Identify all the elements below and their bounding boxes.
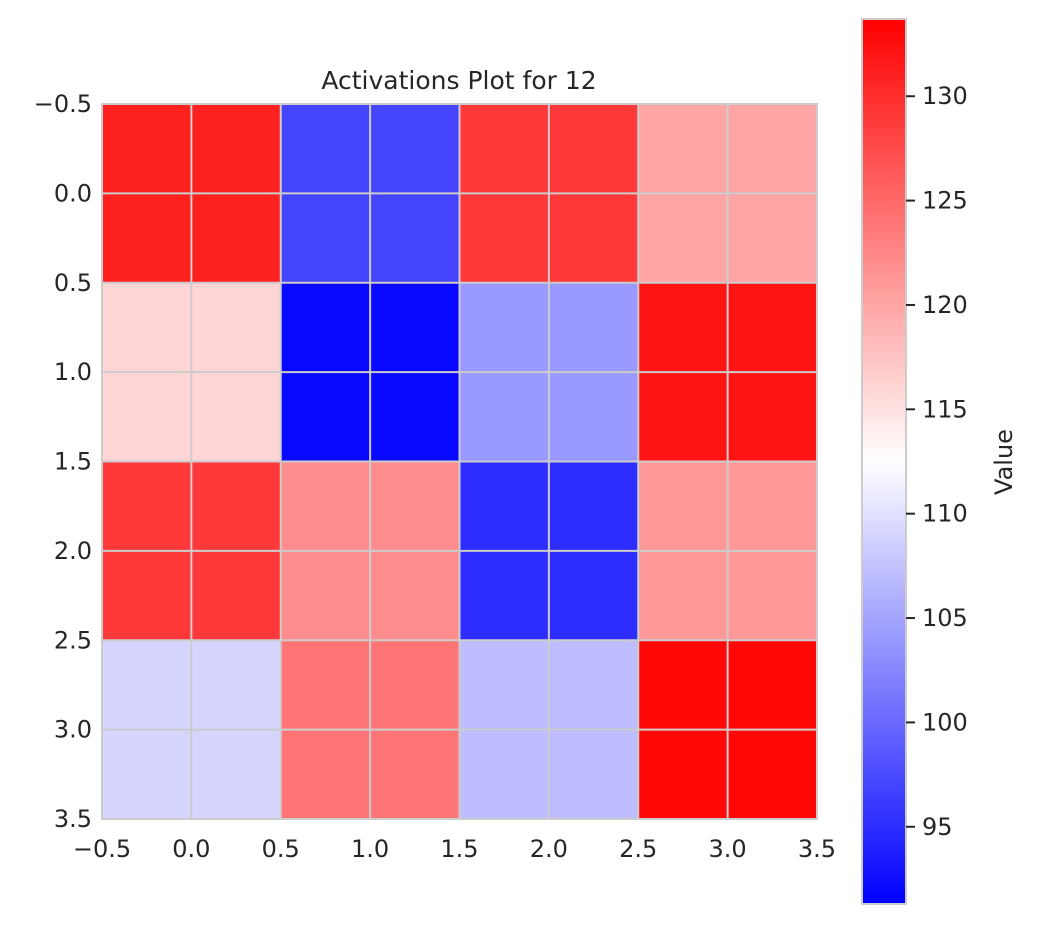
x-tick-label: 0.5 bbox=[262, 835, 300, 863]
colorbar bbox=[861, 18, 907, 905]
y-tick-label: 3.0 bbox=[54, 716, 92, 744]
colorbar-tick-label: 125 bbox=[922, 187, 968, 215]
y-axis-ticks: −0.5 0.0 0.5 1.0 1.5 2.0 2.5 3.0 3.5 bbox=[34, 90, 92, 833]
x-tick-label: 1.5 bbox=[440, 835, 478, 863]
colorbar-label: Value bbox=[990, 429, 1018, 495]
y-tick-label: 3.5 bbox=[54, 805, 92, 833]
plot-frame bbox=[101, 103, 818, 820]
x-axis-ticks: −0.5 0.0 0.5 1.0 1.5 2.0 2.5 3.0 3.5 bbox=[73, 835, 836, 863]
y-tick-label: 1.0 bbox=[54, 358, 92, 386]
x-tick-label: 0.0 bbox=[172, 835, 210, 863]
colorbar-tick-label: 120 bbox=[922, 291, 968, 319]
x-tick-label: 2.0 bbox=[530, 835, 568, 863]
x-tick-label: 3.0 bbox=[709, 835, 747, 863]
chart-title: Activations Plot for 12 bbox=[321, 66, 596, 95]
x-tick-label: 1.0 bbox=[351, 835, 389, 863]
y-tick-label: 2.5 bbox=[54, 626, 92, 654]
colorbar-tick-label: 95 bbox=[922, 813, 953, 841]
y-tick-label: 0.5 bbox=[54, 269, 92, 297]
y-tick-label: −0.5 bbox=[34, 90, 92, 118]
colorbar-tick-label: 105 bbox=[922, 604, 968, 632]
y-tick-label: 2.0 bbox=[54, 537, 92, 565]
y-tick-label: 0.0 bbox=[54, 179, 92, 207]
x-tick-label: −0.5 bbox=[73, 835, 131, 863]
colorbar-tick-label: 115 bbox=[922, 395, 968, 423]
colorbar-tick-label: 100 bbox=[922, 708, 968, 736]
colorbar-ticks: 95 100 105 110 115 120 125 130 bbox=[906, 82, 968, 841]
colorbar-tick-label: 130 bbox=[922, 82, 968, 110]
x-tick-label: 3.5 bbox=[798, 835, 836, 863]
colorbar-tick-label: 110 bbox=[922, 500, 968, 528]
y-tick-label: 1.5 bbox=[54, 448, 92, 476]
x-tick-label: 2.5 bbox=[619, 835, 657, 863]
